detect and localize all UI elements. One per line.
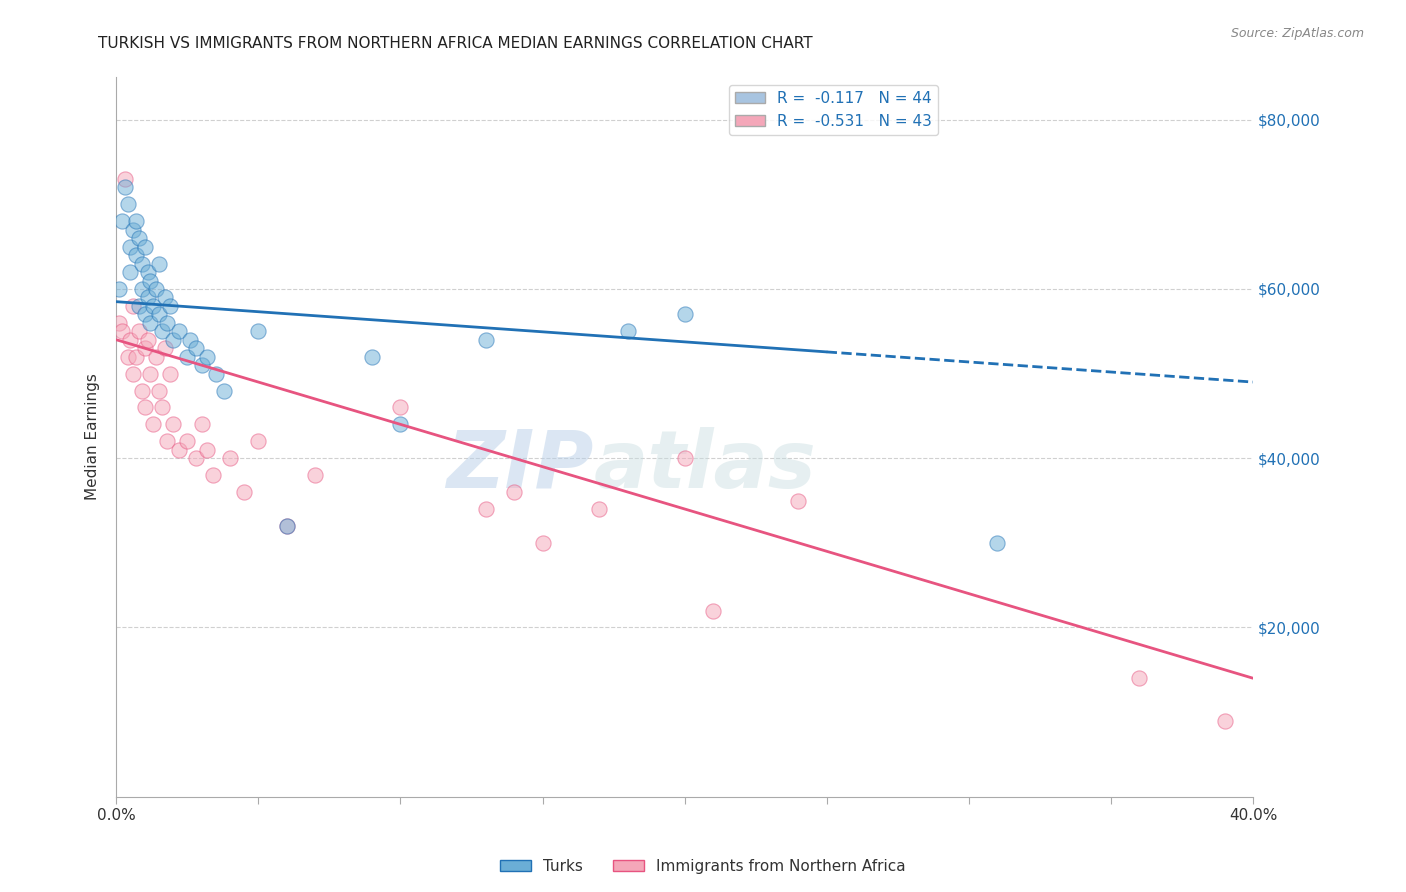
Point: [153, 341, 176, 355]
Point: [304, 468, 326, 483]
Point: [195, 350, 218, 364]
Point: [190, 417, 212, 432]
Point: [128, 299, 150, 313]
Point: [167, 324, 190, 338]
Point: [148, 307, 170, 321]
Point: [176, 434, 198, 449]
Text: Source: ZipAtlas.com: Source: ZipAtlas.com: [1230, 27, 1364, 40]
Point: [156, 434, 179, 449]
Point: [125, 350, 148, 364]
Point: [108, 316, 131, 330]
Point: [702, 603, 724, 617]
Point: [148, 384, 170, 398]
Point: [156, 316, 179, 330]
Point: [276, 519, 298, 533]
Point: [162, 333, 184, 347]
Point: [125, 214, 148, 228]
Point: [247, 434, 270, 449]
Point: [139, 316, 162, 330]
Point: [150, 401, 173, 415]
Point: [128, 231, 150, 245]
Point: [111, 324, 134, 338]
Text: ZIP: ZIP: [446, 427, 593, 505]
Point: [190, 358, 212, 372]
Point: [114, 172, 136, 186]
Point: [139, 273, 162, 287]
Point: [145, 282, 167, 296]
Point: [531, 536, 554, 550]
Point: [120, 265, 142, 279]
Point: [361, 350, 384, 364]
Point: [247, 324, 270, 338]
Point: [139, 367, 162, 381]
Point: [117, 350, 139, 364]
Point: [986, 536, 1008, 550]
Point: [145, 350, 167, 364]
Point: [214, 384, 236, 398]
Point: [134, 341, 156, 355]
Point: [162, 417, 184, 432]
Point: [131, 257, 153, 271]
Point: [142, 299, 165, 313]
Point: [148, 257, 170, 271]
Point: [167, 442, 190, 457]
Point: [122, 223, 145, 237]
Point: [503, 485, 526, 500]
Point: [117, 197, 139, 211]
Point: [176, 350, 198, 364]
Point: [136, 333, 159, 347]
Text: atlas: atlas: [593, 427, 817, 505]
Point: [128, 324, 150, 338]
Legend: Turks, Immigrants from Northern Africa: Turks, Immigrants from Northern Africa: [494, 853, 912, 880]
Point: [134, 307, 156, 321]
Point: [136, 290, 159, 304]
Point: [111, 214, 134, 228]
Point: [134, 401, 156, 415]
Point: [588, 502, 610, 516]
Point: [474, 502, 496, 516]
Point: [136, 265, 159, 279]
Point: [150, 324, 173, 338]
Y-axis label: Median Earnings: Median Earnings: [86, 374, 100, 500]
Point: [179, 333, 201, 347]
Point: [204, 367, 226, 381]
Point: [120, 333, 142, 347]
Point: [122, 367, 145, 381]
Point: [201, 468, 224, 483]
Legend: R =  -0.117   N = 44, R =  -0.531   N = 43: R = -0.117 N = 44, R = -0.531 N = 43: [728, 85, 938, 135]
Point: [184, 451, 207, 466]
Point: [787, 493, 810, 508]
Point: [1128, 671, 1150, 685]
Point: [389, 417, 412, 432]
Point: [617, 324, 640, 338]
Point: [122, 299, 145, 313]
Point: [195, 442, 218, 457]
Point: [276, 519, 298, 533]
Point: [474, 333, 496, 347]
Point: [131, 282, 153, 296]
Point: [120, 240, 142, 254]
Point: [389, 401, 412, 415]
Point: [134, 240, 156, 254]
Point: [114, 180, 136, 194]
Point: [184, 341, 207, 355]
Point: [233, 485, 256, 500]
Point: [159, 367, 181, 381]
Point: [219, 451, 242, 466]
Point: [673, 451, 696, 466]
Text: TURKISH VS IMMIGRANTS FROM NORTHERN AFRICA MEDIAN EARNINGS CORRELATION CHART: TURKISH VS IMMIGRANTS FROM NORTHERN AFRI…: [98, 36, 813, 51]
Point: [1213, 714, 1236, 728]
Point: [153, 290, 176, 304]
Point: [159, 299, 181, 313]
Point: [142, 417, 165, 432]
Point: [125, 248, 148, 262]
Point: [108, 282, 131, 296]
Point: [673, 307, 696, 321]
Point: [131, 384, 153, 398]
